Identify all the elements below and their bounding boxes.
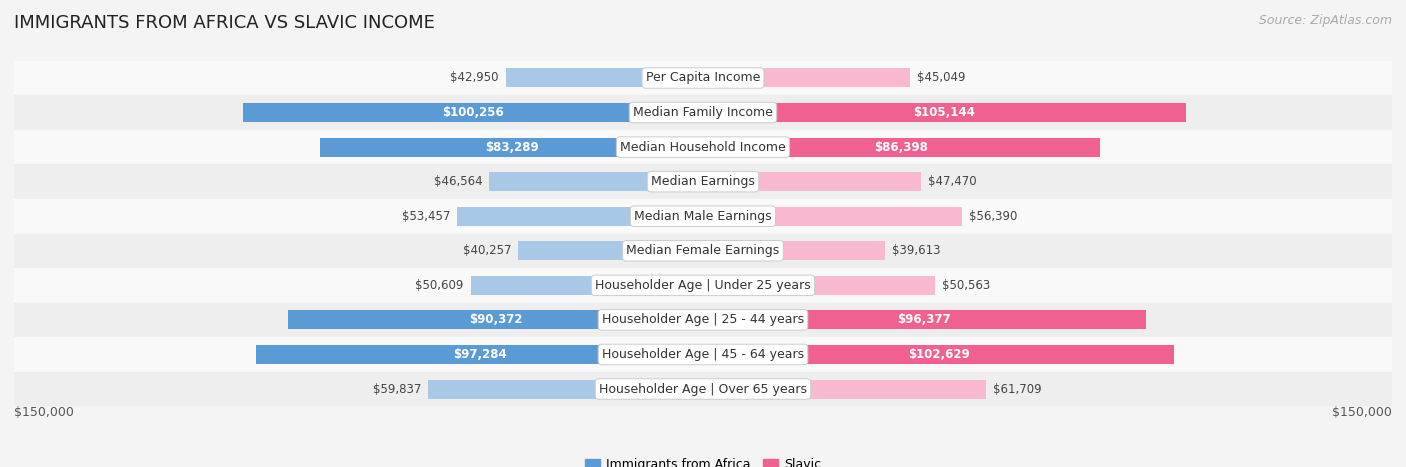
Text: $40,257: $40,257 bbox=[463, 244, 512, 257]
Bar bbox=[14, 164, 1392, 199]
Bar bbox=[14, 268, 1392, 303]
Text: $96,377: $96,377 bbox=[897, 313, 950, 326]
Text: $97,284: $97,284 bbox=[453, 348, 506, 361]
Bar bbox=[14, 372, 1392, 406]
Text: $47,470: $47,470 bbox=[928, 175, 977, 188]
Text: Median Earnings: Median Earnings bbox=[651, 175, 755, 188]
Text: $56,390: $56,390 bbox=[969, 210, 1018, 223]
Bar bbox=[14, 95, 1392, 130]
Text: Median Male Earnings: Median Male Earnings bbox=[634, 210, 772, 223]
Text: $50,609: $50,609 bbox=[415, 279, 464, 292]
Text: Source: ZipAtlas.com: Source: ZipAtlas.com bbox=[1258, 14, 1392, 27]
Bar bbox=[703, 311, 1146, 329]
Bar bbox=[14, 130, 1392, 164]
Text: $53,457: $53,457 bbox=[402, 210, 450, 223]
Text: $61,709: $61,709 bbox=[993, 382, 1042, 396]
Bar bbox=[14, 303, 1392, 337]
Bar bbox=[703, 345, 1174, 364]
Bar bbox=[14, 337, 1392, 372]
Bar bbox=[703, 207, 962, 226]
Bar bbox=[703, 380, 987, 398]
Legend: Immigrants from Africa, Slavic: Immigrants from Africa, Slavic bbox=[579, 453, 827, 467]
Bar bbox=[489, 172, 703, 191]
Text: $39,613: $39,613 bbox=[891, 244, 941, 257]
Bar bbox=[429, 380, 703, 398]
Text: $59,837: $59,837 bbox=[373, 382, 422, 396]
Bar bbox=[703, 138, 1099, 156]
Bar bbox=[506, 69, 703, 87]
Text: $50,563: $50,563 bbox=[942, 279, 990, 292]
Bar bbox=[321, 138, 703, 156]
Text: $100,256: $100,256 bbox=[441, 106, 503, 119]
Text: $83,289: $83,289 bbox=[485, 141, 538, 154]
Bar bbox=[14, 199, 1392, 234]
Text: Householder Age | 25 - 44 years: Householder Age | 25 - 44 years bbox=[602, 313, 804, 326]
Text: $150,000: $150,000 bbox=[14, 406, 75, 419]
Text: IMMIGRANTS FROM AFRICA VS SLAVIC INCOME: IMMIGRANTS FROM AFRICA VS SLAVIC INCOME bbox=[14, 14, 434, 32]
Text: $86,398: $86,398 bbox=[875, 141, 928, 154]
Text: $42,950: $42,950 bbox=[450, 71, 499, 85]
Text: Median Female Earnings: Median Female Earnings bbox=[627, 244, 779, 257]
Bar bbox=[517, 241, 703, 260]
Bar bbox=[288, 311, 703, 329]
Bar bbox=[703, 241, 884, 260]
Text: $45,049: $45,049 bbox=[917, 71, 966, 85]
Bar bbox=[471, 276, 703, 295]
Bar bbox=[703, 103, 1185, 122]
Text: Median Family Income: Median Family Income bbox=[633, 106, 773, 119]
Text: $90,372: $90,372 bbox=[468, 313, 522, 326]
Bar bbox=[14, 234, 1392, 268]
Bar bbox=[457, 207, 703, 226]
Text: $150,000: $150,000 bbox=[1331, 406, 1392, 419]
Text: $102,629: $102,629 bbox=[908, 348, 970, 361]
Bar bbox=[256, 345, 703, 364]
Bar bbox=[703, 69, 910, 87]
Text: Householder Age | Over 65 years: Householder Age | Over 65 years bbox=[599, 382, 807, 396]
Text: Householder Age | Under 25 years: Householder Age | Under 25 years bbox=[595, 279, 811, 292]
Text: $46,564: $46,564 bbox=[433, 175, 482, 188]
Text: Householder Age | 45 - 64 years: Householder Age | 45 - 64 years bbox=[602, 348, 804, 361]
Bar bbox=[242, 103, 703, 122]
Bar bbox=[14, 61, 1392, 95]
Text: $105,144: $105,144 bbox=[914, 106, 976, 119]
Bar bbox=[703, 172, 921, 191]
Bar bbox=[703, 276, 935, 295]
Text: Median Household Income: Median Household Income bbox=[620, 141, 786, 154]
Text: Per Capita Income: Per Capita Income bbox=[645, 71, 761, 85]
